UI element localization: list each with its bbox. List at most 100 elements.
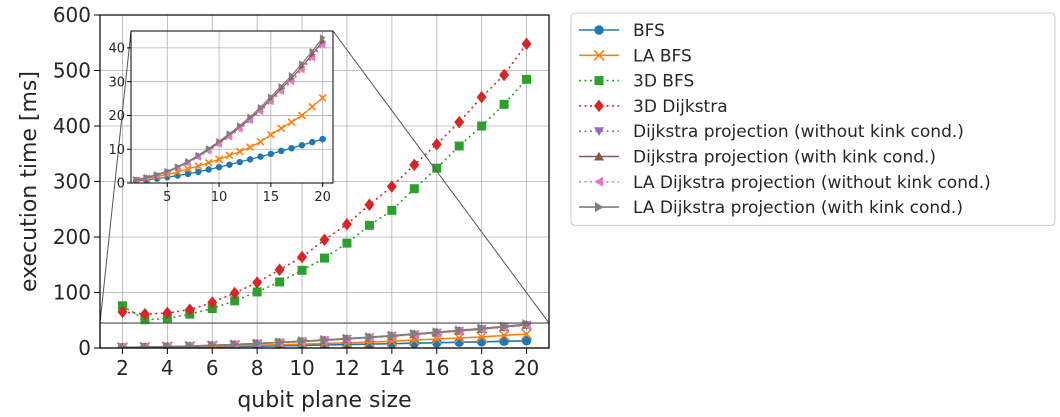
inset-point-6	[226, 133, 233, 141]
main-xtick-label: 12	[334, 356, 359, 380]
inset-point-6	[257, 108, 264, 116]
inset-point-0	[195, 168, 202, 176]
main-point-7	[320, 334, 330, 345]
inset-point-0	[246, 156, 254, 163]
inset-point-7	[319, 34, 326, 42]
legend-label-3: 3D Dijkstra	[633, 97, 728, 117]
inset-point-1	[204, 158, 213, 167]
legend-marker-6	[594, 176, 603, 187]
main-point-3	[386, 180, 397, 193]
inset-point-1	[318, 93, 327, 102]
inset-point-0	[205, 166, 212, 173]
main-point-3	[341, 217, 352, 231]
inset-point-7	[226, 130, 233, 138]
main-point-2	[230, 296, 240, 306]
legend-label-7: LA Dijkstra projection (with kink cond.)	[633, 198, 963, 218]
main-point-1	[520, 328, 533, 340]
inset-point-1	[297, 111, 306, 120]
main-xtick-label: 16	[424, 356, 449, 380]
legend-marker-7	[595, 202, 604, 213]
inset-point-7	[288, 72, 295, 79]
legend-label-2: 3D BFS	[633, 72, 694, 92]
main-point-3	[184, 303, 195, 316]
inset-point-1	[235, 147, 244, 156]
inset-point-1	[308, 102, 317, 111]
inset-xtick-label: 15	[263, 190, 280, 205]
main-point-3	[476, 90, 487, 104]
legend-marker-2	[594, 76, 604, 86]
main-ytick-label: 0	[78, 336, 91, 360]
main-point-3	[521, 37, 532, 51]
inset-point-1	[246, 143, 255, 152]
main-point-3	[229, 286, 240, 300]
inset-point-7	[164, 167, 171, 175]
inset-point-7	[174, 163, 181, 171]
inset-point-7	[237, 122, 243, 129]
legend-label-0: BFS	[633, 21, 665, 41]
main-point-2	[454, 141, 464, 151]
inset-ytick-label: 10	[108, 143, 125, 158]
inset-point-7	[154, 171, 161, 178]
main-point-3	[274, 263, 285, 276]
inset-point-0	[319, 135, 326, 143]
inset-point-6	[277, 88, 284, 96]
inset-point-6	[236, 125, 243, 133]
legend-label-5: Dijkstra projection (with kink cond.)	[633, 148, 936, 168]
main-point-2	[297, 265, 307, 275]
main-point-7	[140, 342, 150, 348]
inset-point-0	[257, 153, 264, 160]
legend-box	[570, 12, 1056, 226]
inset-point-7	[216, 138, 223, 145]
main-ytick-label: 200	[53, 225, 91, 249]
main-point-3	[409, 158, 420, 172]
legend-marker-0	[594, 25, 604, 35]
main-point-2	[432, 163, 442, 173]
main-point-2	[252, 287, 262, 297]
legend-label-6: LA Dijkstra projection (without kink con…	[633, 173, 991, 193]
inset-xtick-label: 10	[211, 190, 228, 205]
inset-ytick-label: 30	[108, 75, 125, 90]
main-point-7	[275, 337, 285, 348]
inset-series-layer	[132, 34, 327, 183]
main-point-7	[432, 327, 442, 338]
legend: BFS LA BFS 3D BFS 3D Dijkstra Dijkstra proje…	[570, 12, 1056, 226]
inset-ytick-label: 40	[108, 42, 125, 57]
main-point-3	[162, 306, 173, 320]
inset-point-6	[267, 98, 274, 106]
main-ytick-label: 500	[53, 59, 91, 83]
main-point-2	[364, 220, 374, 230]
y-axis-label: execution time [ms]	[17, 71, 42, 292]
main-series-layer	[116, 37, 533, 348]
main-point-2	[409, 184, 419, 194]
main-point-7	[500, 321, 509, 332]
inset-point-7	[309, 47, 316, 55]
main-xtick-label: 14	[379, 356, 404, 380]
main-point-7	[455, 325, 464, 336]
main-point-3	[139, 307, 150, 321]
x-axis-label: qubit plane size	[237, 388, 411, 413]
main-xtick-label: 18	[469, 356, 494, 380]
main-point-7	[230, 339, 240, 348]
main-point-7	[298, 336, 307, 347]
main-xtick-label: 8	[251, 356, 264, 380]
inset-point-7	[143, 173, 150, 181]
inset-point-7	[257, 103, 264, 111]
inset-background	[131, 31, 333, 183]
main-ytick-label: 600	[53, 3, 91, 27]
inset-point-7	[133, 176, 140, 183]
legend-marker-3	[594, 99, 604, 113]
zoom-connector-left	[99, 30, 132, 324]
inset-xtick-label: 5	[163, 190, 171, 205]
main-xtick-label: 10	[289, 356, 314, 380]
main-point-2	[477, 121, 487, 131]
inset-point-1	[256, 137, 265, 146]
main-point-3	[297, 250, 308, 264]
main-point-2	[387, 205, 397, 215]
main-point-7	[522, 319, 532, 330]
main-point-7	[118, 342, 128, 348]
inset-point-1	[194, 162, 203, 171]
inset-point-6	[215, 141, 222, 148]
inset-point-6	[309, 54, 316, 62]
main-point-3	[454, 115, 465, 129]
